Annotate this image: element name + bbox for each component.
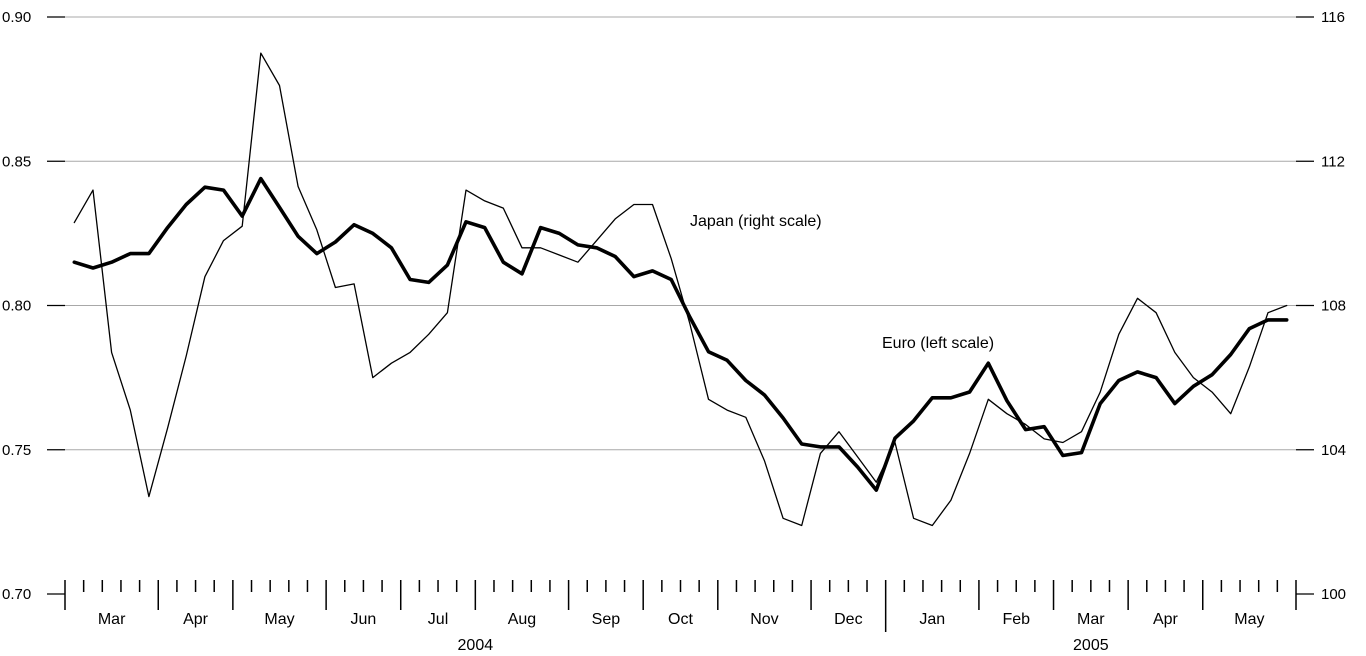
left-axis-tick-label: 0.75	[2, 442, 31, 459]
japan-series-line	[73, 52, 1288, 527]
month-label: Mar	[98, 611, 126, 628]
left-axis-tick-label: 0.90	[2, 9, 31, 26]
month-label: Jun	[351, 611, 377, 628]
month-label: Apr	[183, 611, 209, 628]
month-label: Jul	[428, 611, 448, 628]
month-label: Sep	[592, 611, 621, 628]
month-label: Aug	[508, 611, 536, 628]
month-label: Apr	[1153, 611, 1179, 628]
month-label: Mar	[1077, 611, 1105, 628]
x-axis: Mar Apr May Jun Jul Aug Sep Oct Nov Dec Jan Feb Mar A…	[64, 580, 1297, 654]
gridlines	[65, 16, 1296, 451]
japan-series-label: Japan (right scale)	[690, 213, 822, 230]
month-label: Dec	[834, 611, 862, 628]
year-label: 2004	[458, 637, 494, 654]
month-label: May	[264, 611, 294, 628]
month-label: Oct	[668, 611, 693, 628]
right-axis-tick-label: 108	[1321, 298, 1346, 315]
month-label: Feb	[1002, 611, 1030, 628]
euro-series-label: Euro (left scale)	[882, 335, 994, 352]
right-axis-tick-label: 116	[1321, 9, 1345, 26]
left-axis-tick-label: 0.80	[2, 298, 31, 315]
month-label: May	[1234, 611, 1264, 628]
month-label: Nov	[750, 611, 778, 628]
left-axis-tick-label: 0.85	[2, 153, 31, 170]
left-axis-tick-label: 0.70	[2, 586, 31, 603]
right-axis-tick-label: 100	[1321, 586, 1346, 603]
right-axis-tick-label: 104	[1321, 442, 1346, 459]
left-axis: 0.70 0.75 0.80 0.85 0.90	[2, 9, 65, 603]
series-lines	[72, 52, 1289, 527]
right-axis: 100 104 108 112 116	[1296, 9, 1346, 603]
month-label: Jan	[919, 611, 945, 628]
right-axis-tick-label: 112	[1321, 153, 1345, 170]
year-label: 2005	[1073, 637, 1109, 654]
euro-series-line	[72, 176, 1289, 492]
